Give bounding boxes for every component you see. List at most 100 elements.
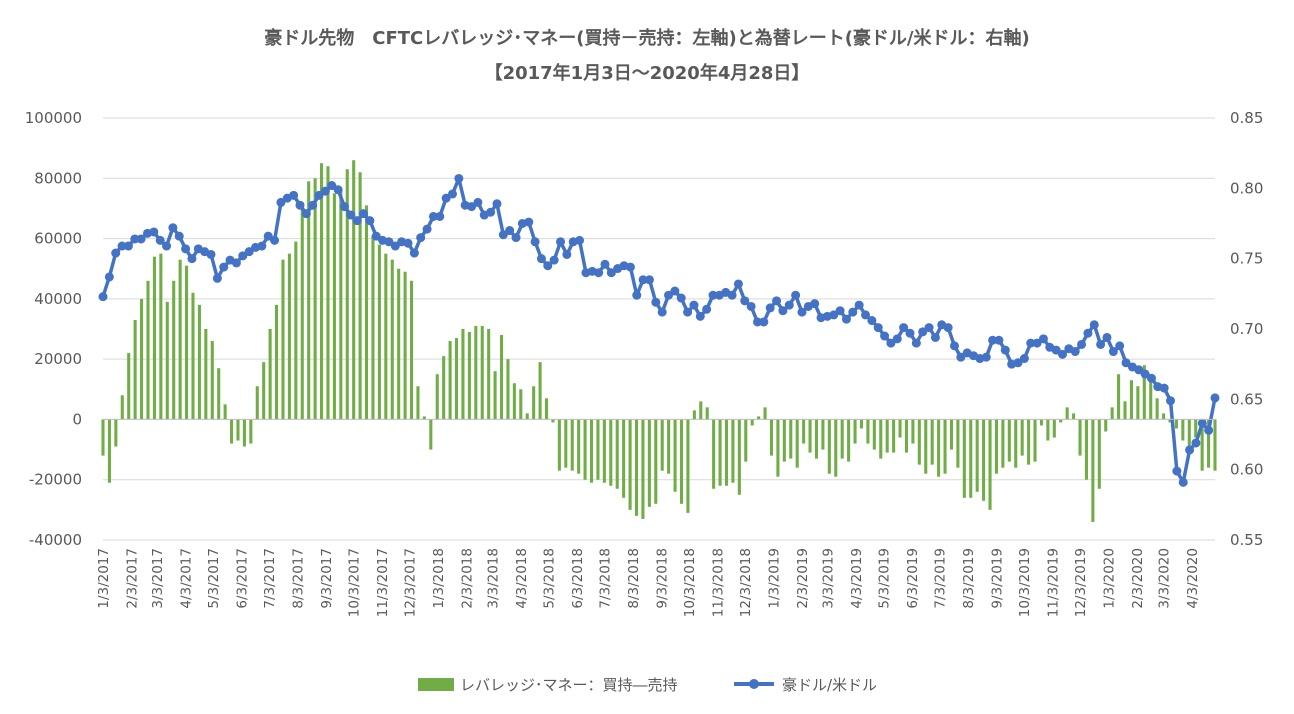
line-point — [683, 307, 693, 317]
line-point — [638, 275, 648, 285]
line-point — [1026, 338, 1036, 348]
bar — [313, 178, 317, 420]
line-point — [606, 268, 616, 278]
line-point — [359, 209, 369, 219]
line-point — [899, 323, 909, 333]
bar — [641, 419, 645, 519]
bar — [699, 401, 703, 420]
line-point — [428, 211, 438, 221]
x-tick-label: 4/3/2017 — [179, 548, 195, 609]
line-point — [270, 235, 280, 245]
right-tick-label: 0.80 — [1230, 179, 1263, 197]
line-point — [1108, 347, 1118, 357]
bar — [763, 407, 767, 420]
bar — [904, 419, 909, 453]
bar — [930, 419, 934, 465]
chart-title: 豪ドル先物 CFTCレバレッジ･マネー(買持－売持：左軸)と為替レート(豪ドル/… — [264, 27, 1029, 49]
x-tick-label: 7/3/2017 — [262, 548, 278, 609]
x-axis: 1/3/2017 2/3/2017 3/3/2017 4/3/2017 5/3/2017… — [96, 418, 1215, 617]
line-point — [117, 241, 127, 251]
x-tick-label: 4/3/2020 — [1185, 548, 1201, 609]
bar — [390, 259, 394, 420]
line-point — [924, 323, 934, 333]
bar — [506, 359, 510, 420]
line-point — [1159, 383, 1169, 393]
x-tick-label: 5/3/2018 — [541, 548, 557, 609]
line-point — [536, 254, 546, 264]
bar — [480, 325, 484, 420]
bar — [577, 419, 581, 474]
line-point — [1134, 365, 1144, 375]
line-point — [988, 335, 998, 345]
line-point — [257, 241, 267, 251]
bar — [937, 419, 941, 477]
x-tick-label: 1/3/2018 — [431, 548, 447, 609]
line-point — [930, 332, 940, 342]
x-tick-label: 2/3/2017 — [124, 548, 140, 609]
x-tick-label: 12/3/2018 — [738, 548, 754, 617]
line-point — [206, 249, 216, 259]
bar — [352, 160, 356, 420]
line-point — [524, 217, 534, 227]
bar — [1052, 419, 1056, 438]
line-point — [600, 259, 610, 269]
bar — [647, 419, 651, 507]
bar — [364, 205, 369, 420]
line-point — [772, 296, 782, 306]
left-tick-label: -40000 — [29, 531, 82, 549]
bar — [210, 341, 214, 420]
bar — [268, 329, 272, 420]
line-point — [543, 261, 553, 271]
bar — [692, 410, 696, 420]
left-tick-label: 20000 — [34, 350, 82, 368]
x-tick-label: 3/3/2019 — [820, 548, 836, 609]
line-point — [289, 190, 299, 200]
bar — [551, 419, 555, 423]
x-tick-label: 12/3/2017 — [403, 548, 419, 617]
bar — [924, 419, 928, 474]
line-point — [276, 197, 286, 207]
bar — [1084, 419, 1088, 480]
bar — [898, 419, 902, 438]
chart-subtitle: 【2017年1月3日～2020年4月28日】 — [485, 62, 810, 84]
bar — [814, 419, 819, 459]
bar — [339, 190, 343, 420]
bar — [1187, 419, 1191, 453]
line-point — [168, 223, 178, 233]
right-tick-label: 0.70 — [1230, 320, 1263, 338]
line-point — [625, 262, 635, 272]
bar — [326, 166, 330, 420]
bar — [345, 169, 349, 420]
bar — [1174, 419, 1178, 429]
bar — [403, 271, 407, 420]
line-point — [918, 327, 928, 337]
bar — [127, 353, 131, 420]
line-point — [181, 244, 191, 254]
line-point — [943, 323, 953, 333]
line-point — [505, 226, 515, 236]
line-point — [549, 255, 559, 265]
line-point — [994, 335, 1004, 345]
line-point — [670, 286, 680, 296]
left-tick-label: 100000 — [25, 109, 82, 127]
x-tick-label: 2/3/2020 — [1130, 548, 1146, 609]
line-point — [556, 237, 566, 247]
bar — [371, 235, 375, 420]
bar — [609, 419, 613, 486]
x-tick-label: 2/3/2018 — [460, 548, 476, 609]
bar — [1065, 407, 1069, 420]
line-point — [263, 231, 273, 241]
line-point — [1172, 466, 1182, 476]
line-point — [498, 230, 508, 240]
x-tick-label: 1/3/2019 — [766, 548, 782, 609]
line-point — [308, 200, 318, 210]
line-point — [708, 290, 718, 300]
bar — [107, 419, 111, 483]
x-tick-label: 4/3/2018 — [514, 548, 530, 609]
line-point — [384, 237, 394, 247]
line-point — [1096, 339, 1106, 349]
line-point — [162, 241, 172, 251]
bar — [544, 398, 549, 420]
right-axis: 0.55 0.60 0.65 0.70 0.75 0.80 0.85 — [1230, 109, 1263, 549]
